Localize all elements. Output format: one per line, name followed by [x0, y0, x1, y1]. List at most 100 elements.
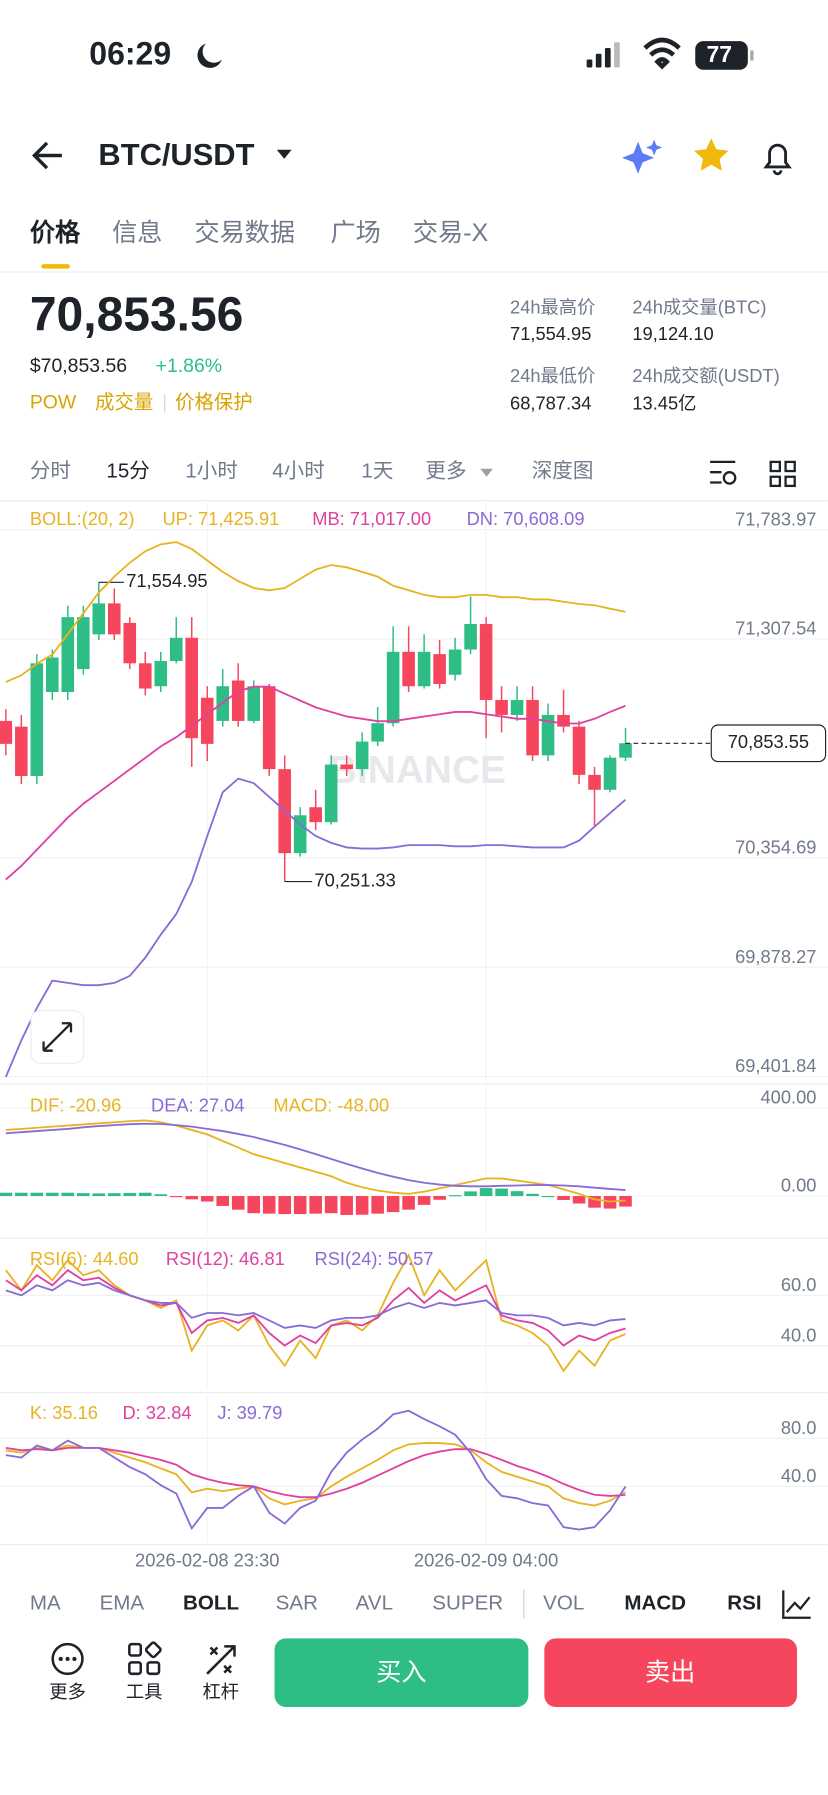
macd-bar	[92, 1193, 106, 1197]
candle-body	[107, 603, 121, 635]
legend-entry: MB: 71,017.00	[312, 508, 431, 529]
interval[interactable]: 4小时	[272, 460, 325, 483]
bell-icon[interactable]	[763, 143, 792, 176]
macd-bar	[402, 1196, 415, 1210]
y-tick-label: 60.0	[781, 1274, 817, 1295]
indicator-line	[5, 1122, 626, 1191]
macd-bar	[526, 1193, 539, 1197]
macd-bar	[30, 1192, 44, 1197]
candle-body	[77, 617, 90, 670]
y-tick-label: 0.00	[781, 1175, 817, 1196]
candle-body	[541, 714, 555, 756]
candle-body	[61, 617, 75, 692]
macd-bar	[138, 1192, 152, 1197]
more-icon[interactable]	[51, 1642, 84, 1676]
macd-bar	[278, 1196, 291, 1215]
macd-bar	[77, 1193, 90, 1197]
buy-label[interactable]: 买入	[376, 1658, 426, 1686]
candle-body	[619, 743, 632, 758]
macd-bar	[154, 1194, 168, 1197]
indicator-line	[5, 1279, 626, 1329]
candle-body	[557, 714, 570, 727]
stat-label: 24h成交量(BTC)	[632, 297, 766, 318]
macd-bar	[231, 1196, 245, 1210]
legend-entry: K: 35.16	[30, 1402, 98, 1423]
indicator-settings[interactable]	[782, 1590, 811, 1619]
action-label[interactable]: 更多	[49, 1681, 86, 1702]
indicator-tab[interactable]: SAR	[276, 1592, 318, 1615]
legend-entry: RSI(24): 50.57	[315, 1248, 434, 1269]
tab[interactable]: 信息	[112, 219, 162, 247]
legend-entry: DEA: 27.04	[151, 1095, 245, 1116]
interval[interactable]: 更多	[425, 460, 466, 483]
price-change: +1.86%	[156, 355, 222, 377]
macd-bar	[123, 1192, 137, 1197]
candle-body	[138, 663, 152, 689]
legend-entry: RSI(12): 46.81	[166, 1248, 285, 1269]
indicator-tab[interactable]: RSI	[727, 1592, 761, 1615]
stat-label: 24h成交额(USDT)	[632, 365, 779, 386]
tab[interactable]: 交易数据	[194, 219, 295, 247]
macd-bar	[107, 1193, 121, 1197]
candle-body	[185, 637, 199, 739]
interval-bar: 分时 15分 1小时 4小时 1天 更多 深度图	[30, 460, 594, 483]
ai-icon[interactable]	[622, 139, 663, 174]
indicator-line	[5, 541, 626, 683]
indicator-line	[5, 1442, 626, 1507]
macd-bar	[495, 1188, 508, 1197]
indicator-tab[interactable]: VOL	[543, 1592, 584, 1615]
indicator-line	[5, 1409, 627, 1531]
sell-button[interactable]	[544, 1638, 798, 1707]
interval[interactable]: 深度图	[532, 460, 594, 483]
tag[interactable]: 价格保护	[175, 392, 253, 414]
action-label[interactable]: 工具	[126, 1681, 163, 1702]
candle-body	[340, 764, 353, 770]
action-label[interactable]: 杠杆	[202, 1681, 239, 1702]
candle-body	[603, 757, 617, 790]
interval[interactable]: 1小时	[185, 460, 238, 483]
indicator-tab[interactable]: AVL	[356, 1592, 393, 1615]
candle-body	[526, 700, 539, 756]
tag[interactable]: POW	[30, 392, 77, 414]
layout-icon[interactable]	[769, 460, 796, 488]
interval[interactable]: 分时	[30, 460, 71, 483]
interval[interactable]: 1天	[361, 460, 393, 483]
buy-button[interactable]	[274, 1638, 529, 1707]
tag[interactable]: 成交量	[95, 392, 153, 414]
indicator-tab[interactable]: MACD	[624, 1592, 686, 1615]
pair-title[interactable]: BTC/USDT	[98, 137, 254, 172]
battery-tip	[750, 50, 754, 61]
x-tick-label: 2026-02-09 04:00	[414, 1550, 558, 1571]
legend-entry: DIF: -20.96	[30, 1095, 121, 1116]
indicator-tab[interactable]: MA	[30, 1592, 61, 1615]
pair-caret[interactable]	[276, 149, 292, 159]
macd-bar	[169, 1196, 183, 1198]
tab[interactable]: 价格	[30, 218, 81, 247]
candle-body	[169, 637, 183, 662]
macd-bar	[386, 1196, 400, 1213]
indicator-tab[interactable]: SUPER	[432, 1592, 503, 1615]
indicator-tab[interactable]: EMA	[100, 1592, 145, 1615]
back-button[interactable]	[31, 141, 62, 170]
legend-entry: D: 32.84	[122, 1402, 191, 1423]
stat-value: 19,124.10	[632, 323, 713, 344]
y-tick-label: 400.00	[761, 1087, 817, 1108]
stat-label: 24h最高价	[510, 297, 595, 318]
price-usd: $70,853.56	[30, 355, 127, 377]
tab[interactable]: 广场	[331, 219, 381, 247]
candle-body	[154, 661, 168, 687]
candle-body	[464, 624, 477, 650]
chart-settings-icon[interactable]	[710, 460, 737, 485]
interval[interactable]: 15分	[106, 460, 149, 483]
tab[interactable]: 交易-X	[413, 219, 489, 247]
sell-label[interactable]: 卖出	[645, 1658, 695, 1686]
favorite-star[interactable]	[694, 138, 729, 171]
macd-bar	[448, 1195, 462, 1197]
indicator-tab[interactable]: BOLL	[183, 1592, 239, 1615]
indicator-name: BOLL:(20, 2)	[30, 508, 135, 529]
candle-body	[495, 700, 508, 715]
macd-bar	[340, 1196, 353, 1215]
more-caret[interactable]	[480, 468, 493, 477]
indicator-line	[5, 1446, 626, 1499]
y-tick-label: 71,307.54	[735, 618, 816, 639]
